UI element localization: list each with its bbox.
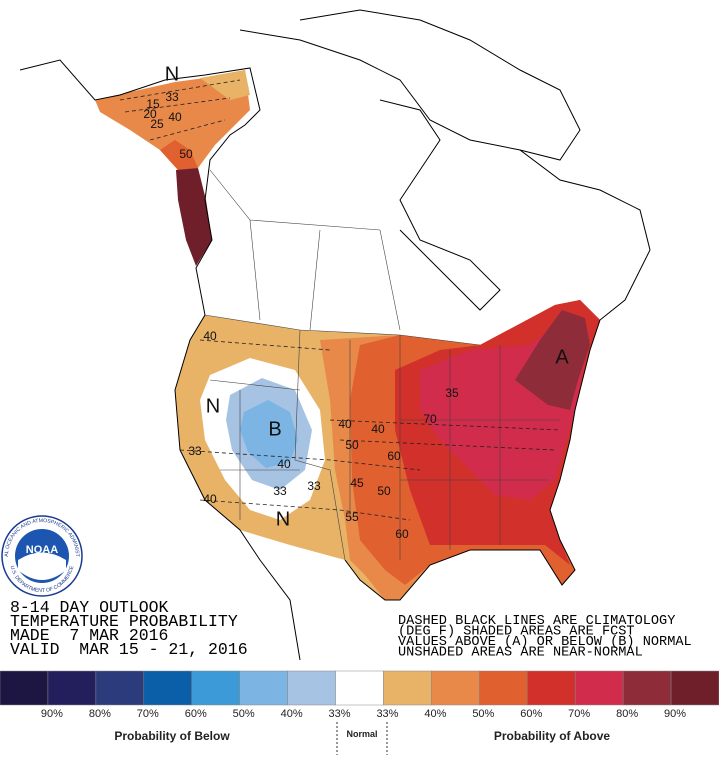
legend-swatch xyxy=(574,670,624,706)
coastline xyxy=(299,9,581,311)
note-line: DASHED BLACK LINES ARE CLIMATOLOGY xyxy=(398,614,675,629)
map-label: 45 xyxy=(350,476,364,490)
map-label: 40 xyxy=(203,329,217,343)
note-line: (DEG F) SHADED AREAS ARE FCST xyxy=(398,625,635,640)
legend-swatch xyxy=(143,670,192,706)
outlook-line: MADE 7 MAR 2016 xyxy=(10,626,168,645)
map xyxy=(19,9,651,661)
legend-swatch xyxy=(239,670,288,706)
map-label: 33 xyxy=(165,90,179,104)
legend-label: 50% xyxy=(233,708,255,720)
legend-label: 40% xyxy=(281,708,303,720)
map-label: N xyxy=(276,508,290,530)
legend-label: 40% xyxy=(424,708,446,720)
legend-swatch xyxy=(383,670,432,706)
region xyxy=(176,168,212,266)
legend-label: 90% xyxy=(41,708,63,720)
notes-text: DASHED BLACK LINES ARE CLIMATOLOGY(DEG F… xyxy=(398,614,692,661)
region xyxy=(515,310,590,410)
map-label: 40 xyxy=(168,110,182,124)
outlook-line: 8-14 DAY OUTLOOK xyxy=(10,598,169,617)
region xyxy=(240,400,298,468)
map-label: A xyxy=(555,346,569,368)
legend-swatch xyxy=(191,670,240,706)
logo-gull xyxy=(18,552,66,580)
legend-swatch xyxy=(335,670,384,706)
legend-label: 70% xyxy=(568,708,590,720)
map-label: B xyxy=(268,418,281,440)
legend-label: 60% xyxy=(185,708,207,720)
legend-swatch xyxy=(287,670,336,706)
map-label: 40 xyxy=(203,492,217,506)
map-label: 40 xyxy=(277,457,291,471)
legend-swatch xyxy=(0,670,49,706)
legend-label: 90% xyxy=(664,708,686,720)
region xyxy=(160,140,198,170)
legend-swatch xyxy=(527,670,576,706)
note-line: VALUES ABOVE (A) OR BELOW (B) NORMAL xyxy=(398,635,692,650)
note-line: UNSHADED AREAS ARE NEAR-NORMAL xyxy=(398,646,643,661)
logo-name: NOAA xyxy=(26,544,58,556)
legend-label: 50% xyxy=(472,708,494,720)
legend-swatch xyxy=(479,670,528,706)
coastline xyxy=(19,29,651,661)
map-label: 70 xyxy=(423,412,437,426)
legend-label: 33% xyxy=(329,708,351,720)
legend-above: Probability of Above xyxy=(494,729,611,743)
legend-label: 33% xyxy=(376,708,398,720)
state-border xyxy=(204,169,560,561)
region xyxy=(95,70,250,170)
map-label: 35 xyxy=(445,386,459,400)
legend-label: 60% xyxy=(520,708,542,720)
map-label: 50 xyxy=(345,438,359,452)
map-label: 40 xyxy=(338,417,352,431)
legend-below: Probability of Below xyxy=(114,729,230,743)
legend-swatch xyxy=(47,670,97,706)
legend-label: 80% xyxy=(89,708,111,720)
map-label: 25 xyxy=(150,117,164,131)
legend-normal: Normal xyxy=(346,729,377,739)
map-label: 60 xyxy=(395,527,409,541)
region xyxy=(200,70,250,100)
map-label: 15 xyxy=(146,97,160,111)
map-label: 50 xyxy=(377,484,391,498)
outlook-line: VALID MAR 15 - 21, 2016 xyxy=(10,640,248,659)
map-label: 33 xyxy=(307,479,321,493)
map-label: N xyxy=(165,63,179,85)
legend-swatch xyxy=(95,670,145,706)
outlook-line: TEMPERATURE PROBABILITY xyxy=(10,612,238,631)
map-label: 33 xyxy=(273,484,287,498)
map-label: 33 xyxy=(188,444,202,458)
legend-swatch xyxy=(622,670,672,706)
legend: Probability of Below Normal Probability … xyxy=(0,670,719,755)
map-label: 55 xyxy=(345,510,359,524)
map-label: 60 xyxy=(387,449,401,463)
legend-swatch xyxy=(431,670,480,706)
legend-label: 70% xyxy=(137,708,159,720)
map-label: N xyxy=(206,395,220,417)
legend-label: 80% xyxy=(616,708,638,720)
map-label: 40 xyxy=(371,422,385,436)
map-label: 50 xyxy=(179,147,193,161)
legend-swatch xyxy=(670,670,719,706)
map-label: 20 xyxy=(143,107,157,121)
climatology-line xyxy=(119,79,561,521)
